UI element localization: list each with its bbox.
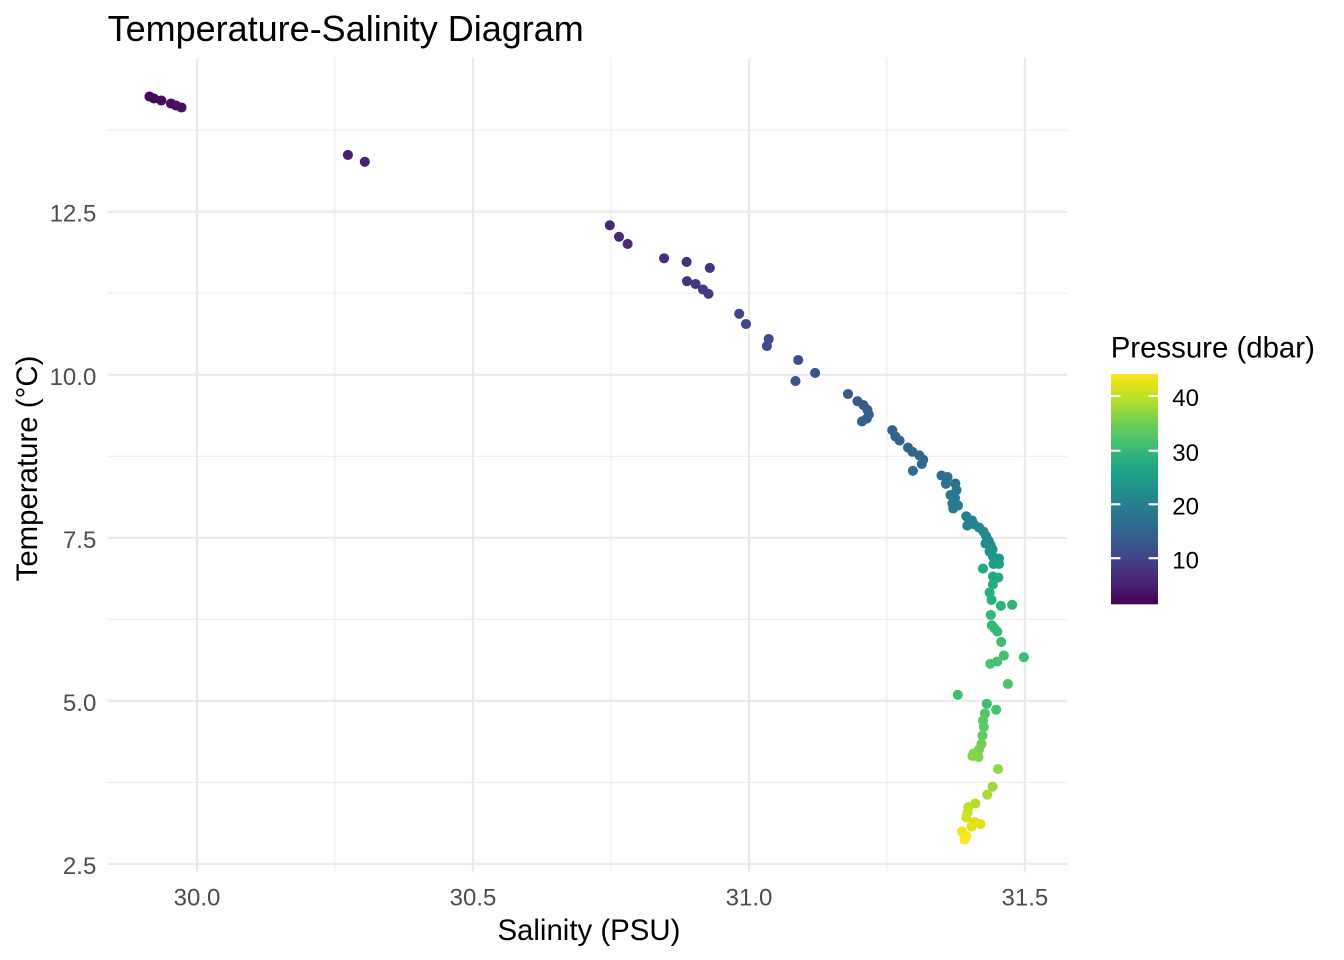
svg-text:30.5: 30.5	[450, 885, 497, 912]
svg-text:5.0: 5.0	[63, 690, 96, 717]
svg-text:Temperature-Salinity Diagram: Temperature-Salinity Diagram	[108, 8, 584, 49]
svg-text:31.0: 31.0	[726, 885, 773, 912]
svg-text:30: 30	[1172, 440, 1199, 467]
svg-text:20: 20	[1172, 493, 1199, 520]
svg-text:Pressure (dbar): Pressure (dbar)	[1111, 332, 1315, 365]
svg-text:31.5: 31.5	[1002, 885, 1049, 912]
svg-text:Salinity (PSU): Salinity (PSU)	[497, 914, 680, 947]
svg-text:10: 10	[1172, 547, 1199, 574]
svg-text:30.0: 30.0	[174, 885, 221, 912]
svg-text:2.5: 2.5	[63, 853, 96, 880]
svg-text:7.5: 7.5	[63, 527, 96, 554]
svg-text:Temperature (°C): Temperature (°C)	[11, 356, 44, 582]
svg-text:12.5: 12.5	[50, 201, 97, 228]
svg-text:10.0: 10.0	[50, 364, 97, 391]
svg-text:40: 40	[1172, 385, 1199, 412]
